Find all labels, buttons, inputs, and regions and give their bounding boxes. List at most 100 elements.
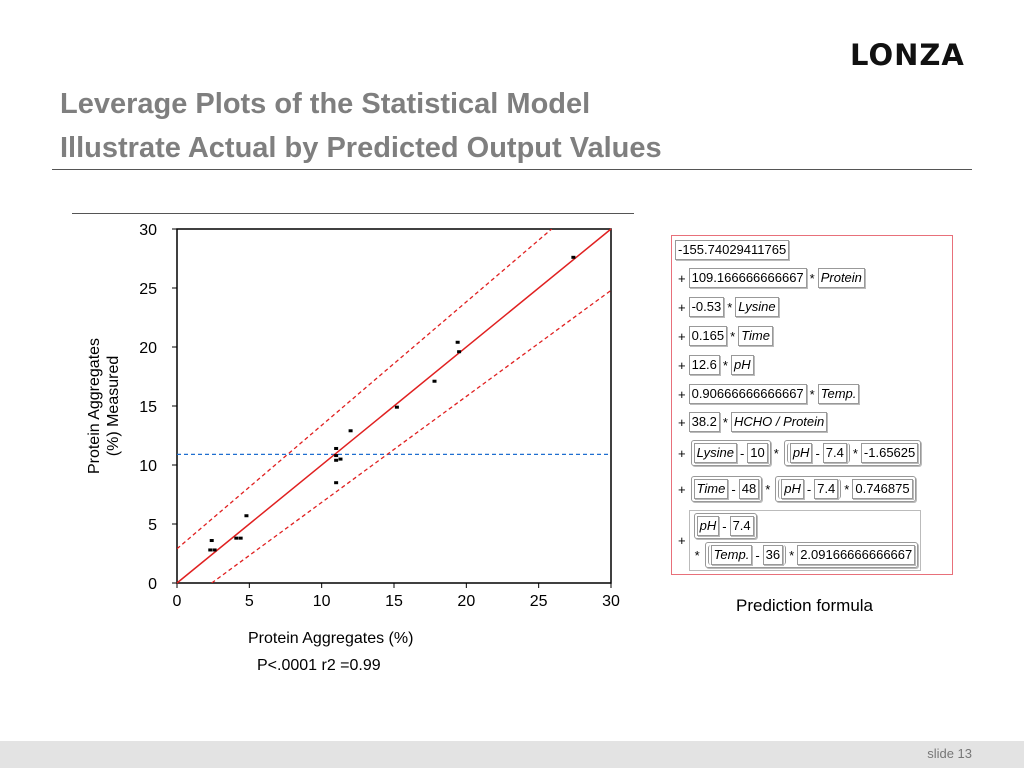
data-point: [571, 255, 576, 259]
x-tick-label: 0: [173, 593, 182, 610]
data-point: [457, 350, 462, 354]
term-var: Time: [693, 479, 729, 499]
interaction-bracket: pH - 7.4 * 0.746875: [775, 476, 916, 502]
chart-top-divider: [72, 213, 634, 214]
inner-bracket: pH - 7.4: [786, 443, 850, 463]
data-point: [432, 379, 437, 383]
lower-confidence-curve: [211, 289, 611, 583]
term-coef: 0.165: [688, 326, 728, 346]
formula-term-row: + 12.6 * pH: [675, 355, 754, 375]
times-sign: *: [765, 481, 771, 497]
x-tick-label: 30: [602, 593, 620, 610]
term-var: Temp.: [710, 545, 753, 565]
minus-sign: -: [806, 481, 812, 497]
term-var: pH: [696, 516, 720, 536]
term-var: Temp.: [817, 384, 860, 404]
plus-sign: +: [678, 533, 686, 548]
data-point: [238, 536, 243, 540]
term-coef: 12.6: [688, 355, 720, 375]
term-center: 7.4: [729, 516, 754, 536]
term-var: HCHO / Protein: [730, 412, 828, 432]
times-sign: *: [722, 357, 728, 373]
times-sign: *: [789, 547, 795, 563]
x-tick-label: 20: [457, 593, 475, 610]
fit-line: [176, 228, 612, 584]
x-tick-label: 10: [313, 593, 331, 610]
title-divider: [52, 169, 972, 170]
y-axis-label: Protein Aggregates (%) Measured: [86, 338, 122, 474]
term-coef: 109.166666666667: [688, 268, 807, 288]
plus-sign: +: [678, 414, 686, 430]
minus-sign: -: [739, 445, 745, 461]
prediction-formula-panel: -155.74029411765 + 109.166666666667 * Pr…: [671, 235, 953, 575]
interaction-bracket: Time - 48: [690, 476, 763, 502]
inner-bracket: pH - 7.4: [778, 479, 842, 499]
y-axis-label-line: (%) Measured: [105, 356, 122, 456]
y-axis-label-line: Protein Aggregates: [86, 338, 103, 474]
formula-term-row: + 0.90666666666667 * Temp.: [675, 384, 860, 404]
minus-sign: -: [755, 547, 760, 563]
plus-sign: +: [678, 357, 686, 373]
formula-term-row: + 109.166666666667 * Protein: [675, 268, 865, 288]
plus-sign: +: [678, 445, 686, 461]
data-point: [394, 405, 399, 409]
term-coef: 2.09166666666667: [797, 545, 916, 565]
plus-sign: +: [678, 328, 686, 344]
times-sign: *: [773, 445, 779, 461]
term-var: Lysine: [735, 297, 779, 317]
formula-caption: Prediction formula: [736, 596, 874, 615]
formula-interaction-row: + pH - 7.4 * Temp. - 36 * 2.091: [675, 510, 922, 571]
plus-sign: +: [678, 270, 686, 286]
term-coef: 0.90666666666667: [688, 384, 807, 404]
times-sign: *: [694, 547, 700, 563]
data-point: [338, 457, 343, 461]
x-tick-label: 5: [245, 593, 254, 610]
times-sign: *: [722, 414, 728, 430]
slide-footer: slide 13: [0, 741, 1024, 768]
intercept-value: -155.74029411765: [675, 240, 790, 260]
term-coef: -0.53: [688, 297, 725, 317]
term-coef: -1.65625: [860, 443, 919, 463]
interaction-bracket: pH - 7.4 * -1.65625: [783, 440, 922, 466]
term-var: Protein: [817, 268, 865, 288]
data-point: [334, 454, 339, 458]
upper-confidence-curve: [177, 229, 553, 550]
term-var: pH: [781, 479, 804, 499]
minus-sign: -: [722, 518, 727, 534]
y-tick-label: 20: [139, 340, 157, 357]
x-tick-label: 15: [385, 593, 403, 610]
data-point: [334, 458, 339, 462]
minus-sign: -: [815, 445, 820, 461]
y-tick-label: 0: [148, 576, 157, 593]
slide-title: Leverage Plots of the Statistical Model …: [60, 82, 820, 170]
times-sign: *: [809, 386, 815, 402]
term-var: Lysine: [693, 443, 737, 463]
formula-interaction-row: + Lysine - 10 * pH - 7.4 * -1.65625: [675, 440, 922, 466]
times-sign: *: [852, 445, 858, 461]
term-center: 48: [738, 479, 760, 499]
times-sign: *: [844, 481, 850, 497]
term-center: 10: [747, 443, 768, 463]
x-label-overlap-mask: [246, 649, 446, 655]
y-tick-label: 30: [139, 222, 157, 239]
interaction-bracket: Lysine - 10: [690, 440, 771, 466]
data-point: [244, 514, 249, 518]
title-line-2: Illustrate Actual by Predicted Output Va…: [60, 132, 662, 164]
data-point: [234, 536, 239, 540]
lonza-logo: LONZA: [850, 38, 965, 72]
data-point: [455, 340, 460, 344]
formula-term-row: + 0.165 * Time: [675, 326, 773, 346]
plus-sign: +: [678, 299, 686, 315]
times-sign: *: [730, 328, 736, 344]
term-var: Time: [738, 326, 773, 346]
term-coef: 38.2: [688, 412, 720, 432]
x-tick-label: 25: [530, 593, 548, 610]
term-center: 7.4: [814, 479, 839, 499]
term-var: pH: [789, 443, 813, 463]
slide-number: slide 13: [927, 746, 972, 761]
y-tick-label: 10: [139, 458, 157, 475]
data-point: [334, 481, 339, 485]
y-tick-label: 5: [148, 517, 157, 534]
data-point: [348, 429, 353, 433]
plus-sign: +: [678, 481, 686, 497]
